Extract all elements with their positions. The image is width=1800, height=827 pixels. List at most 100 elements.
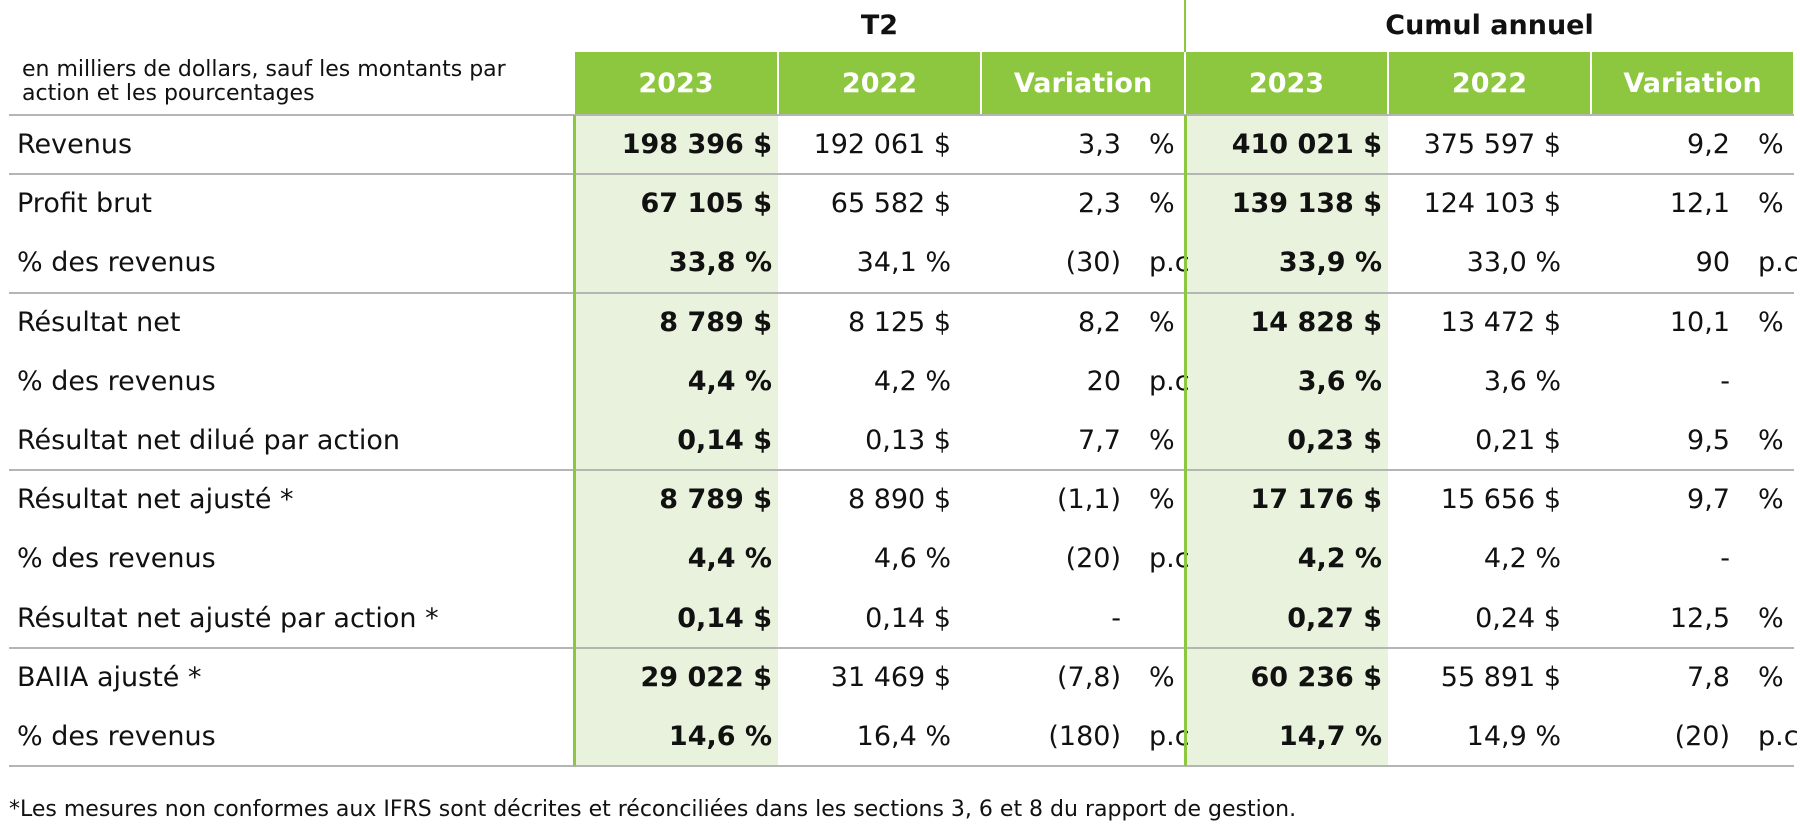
row-label: % des revenus bbox=[17, 721, 216, 752]
value-cell: 124 103 $ bbox=[1423, 188, 1561, 220]
value-cell: 16,4 % bbox=[856, 721, 951, 752]
value-cell: 15 656 $ bbox=[1440, 484, 1561, 516]
column-header: 2023 bbox=[1186, 52, 1387, 115]
value-cell: 33,0 % bbox=[1466, 247, 1561, 279]
variation-value: 9,7 bbox=[1687, 484, 1730, 516]
value-cell: 8 890 $ bbox=[847, 484, 951, 516]
variation-value: 20 bbox=[1086, 365, 1121, 397]
row-label: Profit brut bbox=[17, 188, 152, 220]
variation-unit: % bbox=[1149, 661, 1175, 693]
value-cell: 60 236 $ bbox=[1250, 661, 1382, 693]
group-divider bbox=[1184, 0, 1186, 52]
variation-unit: % bbox=[1149, 484, 1175, 516]
value-cell: 4,4 % bbox=[687, 365, 772, 397]
row-label: Résultat net ajusté par action * bbox=[17, 602, 439, 634]
variation-value: 9,5 bbox=[1687, 425, 1730, 456]
value-cell: 0,14 $ bbox=[677, 425, 772, 456]
variation-value: 90 bbox=[1695, 247, 1730, 279]
value-cell: 29 022 $ bbox=[640, 661, 772, 693]
value-cell: 55 891 $ bbox=[1440, 661, 1561, 693]
variation-value: 10,1 bbox=[1669, 306, 1730, 338]
value-cell: 8 125 $ bbox=[847, 306, 951, 338]
value-cell: 4,2 % bbox=[1483, 543, 1561, 575]
variation-value: 9,2 bbox=[1687, 129, 1730, 160]
value-cell: 3,6 % bbox=[1483, 365, 1561, 397]
variation-value: - bbox=[1720, 365, 1730, 397]
column-shade bbox=[1185, 115, 1388, 767]
value-cell: 34,1 % bbox=[856, 247, 951, 279]
column-header: Variation bbox=[1592, 52, 1793, 115]
value-cell: 0,24 $ bbox=[1475, 602, 1561, 634]
value-cell: 0,27 $ bbox=[1287, 602, 1382, 634]
value-cell: 31 469 $ bbox=[830, 661, 951, 693]
variation-value: 8,2 bbox=[1078, 306, 1121, 338]
value-cell: 67 105 $ bbox=[640, 188, 772, 220]
value-cell: 0,21 $ bbox=[1475, 425, 1561, 456]
row-rule bbox=[9, 469, 1794, 472]
value-cell: 4,2 % bbox=[873, 365, 951, 397]
variation-value: 7,7 bbox=[1078, 425, 1121, 456]
variation-unit: % bbox=[1149, 129, 1175, 160]
footnote: *Les mesures non conformes aux IFRS sont… bbox=[9, 797, 1297, 822]
column-divider bbox=[573, 115, 576, 767]
variation-value: 7,8 bbox=[1687, 661, 1730, 693]
row-rule bbox=[9, 765, 1794, 768]
value-cell: 65 582 $ bbox=[830, 188, 951, 220]
row-rule bbox=[9, 646, 1794, 649]
row-label: BAIIA ajusté * bbox=[17, 661, 202, 693]
value-cell: 14,6 % bbox=[668, 721, 772, 752]
row-label: Résultat net dilué par action bbox=[17, 425, 400, 456]
variation-unit: p.c bbox=[1758, 247, 1799, 279]
variation-unit: % bbox=[1758, 306, 1784, 338]
column-header: Variation bbox=[982, 52, 1184, 115]
value-cell: 375 597 $ bbox=[1423, 129, 1561, 160]
value-cell: 410 021 $ bbox=[1231, 129, 1382, 160]
value-cell: 8 789 $ bbox=[659, 484, 772, 516]
variation-unit: % bbox=[1149, 188, 1175, 220]
variation-value: (1,1) bbox=[1056, 484, 1121, 516]
row-label: Revenus bbox=[17, 129, 133, 160]
variation-unit: % bbox=[1149, 425, 1175, 456]
variation-value: - bbox=[1111, 602, 1121, 634]
value-cell: 14 828 $ bbox=[1250, 306, 1382, 338]
variation-unit: % bbox=[1758, 129, 1784, 160]
value-cell: 14,7 % bbox=[1278, 721, 1382, 752]
row-rule bbox=[9, 173, 1794, 176]
variation-unit: p.c bbox=[1149, 365, 1190, 397]
header-rule bbox=[9, 114, 1794, 116]
row-label: Résultat net ajusté * bbox=[17, 484, 294, 516]
variation-value: 2,3 bbox=[1078, 188, 1121, 220]
column-header: 2022 bbox=[1389, 52, 1590, 115]
value-cell: 33,9 % bbox=[1278, 247, 1382, 279]
variation-value: (7,8) bbox=[1056, 661, 1121, 693]
variation-unit: % bbox=[1149, 306, 1175, 338]
value-cell: 139 138 $ bbox=[1231, 188, 1382, 220]
column-header: 2023 bbox=[575, 52, 777, 115]
variation-unit: p.c bbox=[1149, 247, 1190, 279]
row-label: Résultat net bbox=[17, 306, 181, 338]
column-header: 2022 bbox=[779, 52, 980, 115]
variation-unit: p.c bbox=[1758, 721, 1799, 752]
value-cell: 4,4 % bbox=[687, 543, 772, 575]
column-shade bbox=[574, 115, 778, 767]
value-cell: 33,8 % bbox=[668, 247, 772, 279]
value-cell: 3,6 % bbox=[1297, 365, 1382, 397]
value-cell: 0,13 $ bbox=[865, 425, 951, 456]
column-divider bbox=[1184, 115, 1187, 767]
value-cell: 198 396 $ bbox=[621, 129, 772, 160]
value-cell: 4,2 % bbox=[1297, 543, 1382, 575]
variation-unit: % bbox=[1758, 602, 1784, 634]
variation-unit: p.c bbox=[1149, 543, 1190, 575]
group-header: Cumul annuel bbox=[1385, 10, 1594, 41]
variation-value: (30) bbox=[1065, 247, 1121, 279]
variation-value: 12,5 bbox=[1669, 602, 1730, 634]
value-cell: 4,6 % bbox=[873, 543, 951, 575]
variation-value: - bbox=[1720, 543, 1730, 575]
variation-value: (20) bbox=[1065, 543, 1121, 575]
variation-unit: % bbox=[1758, 484, 1784, 516]
variation-unit: % bbox=[1758, 661, 1784, 693]
value-cell: 14,9 % bbox=[1466, 721, 1561, 752]
group-header: T2 bbox=[860, 10, 899, 41]
row-label: % des revenus bbox=[17, 543, 216, 575]
